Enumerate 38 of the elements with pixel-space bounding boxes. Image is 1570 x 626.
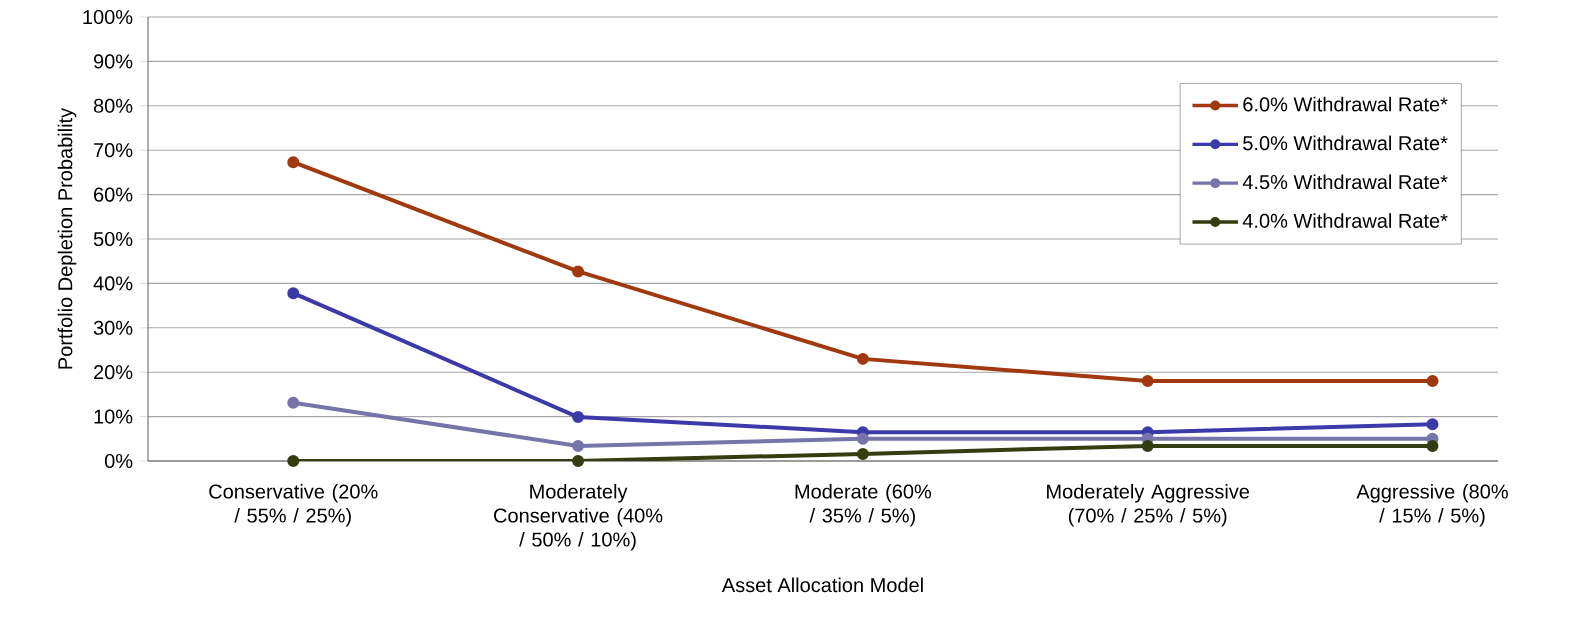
x-tick-label: Moderate (60% / 35% / 5%) — [795, 483, 932, 527]
point — [1426, 439, 1439, 452]
y-axis-title: Portfolio Depletion Probability — [57, 107, 77, 369]
y-tick-label: 90% — [93, 54, 133, 69]
y-tick-label: 0% — [104, 453, 133, 469]
point — [287, 396, 300, 409]
point — [1141, 439, 1154, 452]
point — [287, 156, 300, 169]
x-tick-label: Moderately Aggressive (70% / 25% / 5%) — [1047, 483, 1250, 527]
x-axis-title: Asset Allocation Model — [721, 577, 923, 593]
point — [572, 411, 585, 424]
legend-label: 5.0% Withdrawal Rate* — [1243, 135, 1448, 151]
y-tick-label: 70% — [94, 143, 133, 158]
point — [856, 447, 869, 460]
point — [1426, 418, 1439, 431]
y-tick-label: 100% — [83, 9, 133, 25]
legend-label: 4.0% Withdrawal Rate* — [1242, 213, 1448, 228]
y-tick-label: 50% — [93, 231, 133, 247]
x-tick-label: Aggressive (80% / 15% / 5%) — [1356, 483, 1508, 527]
point — [572, 265, 585, 278]
point — [287, 455, 300, 467]
legend-label: 6.0% Withdrawal Rate* — [1243, 96, 1448, 112]
point — [856, 352, 869, 365]
point — [572, 455, 585, 467]
point — [572, 439, 585, 452]
point — [287, 287, 300, 300]
point — [856, 432, 869, 445]
y-tick-label: 60% — [94, 187, 133, 202]
y-tick-label: 80% — [93, 98, 133, 113]
x-tick-label: Moderately Conservative (40% / 50% / 10%) — [494, 483, 663, 551]
y-tick-label: 20% — [94, 365, 133, 380]
point — [1426, 375, 1439, 388]
point — [1141, 375, 1154, 388]
y-tick-label: 40% — [93, 276, 133, 291]
x-tick-label: Conservative (20% / 55% / 25%) — [209, 483, 378, 527]
y-tick-label: 30% — [93, 320, 133, 335]
y-tick-label: 10% — [94, 409, 133, 424]
legend-label: 4.5% Withdrawal Rate* — [1242, 174, 1448, 190]
